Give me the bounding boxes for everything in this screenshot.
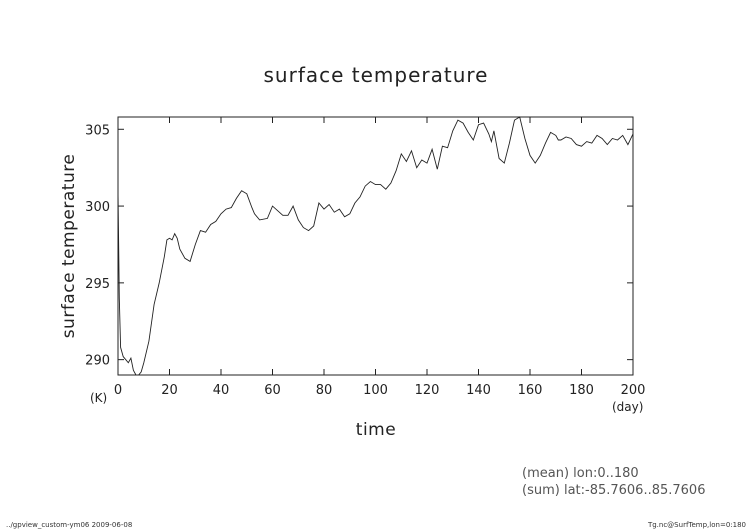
y-tick-label: 295 [85, 277, 110, 292]
x-axis-ticks: 0 20 40 60 80 100 120 140 160 180 200 [114, 117, 646, 398]
y-tick-label: 290 [85, 354, 110, 369]
footer-left: ../gpview_custom-ym06 2009-06-08 [6, 521, 132, 529]
mean-annotation: (mean) lon:0..180 [522, 466, 639, 481]
sum-annotation: (sum) lat:-85.7606..85.7606 [522, 483, 705, 498]
x-tick-label: 140 [466, 383, 491, 398]
x-axis-label: time [356, 420, 396, 440]
x-tick-label: 120 [415, 383, 440, 398]
x-tick-label: 160 [518, 383, 543, 398]
x-tick-label: 60 [264, 383, 281, 398]
y-tick-label: 300 [85, 200, 110, 215]
x-tick-label: 0 [114, 383, 122, 398]
temperature-series-line [117, 116, 634, 376]
chart-title: surface temperature [264, 63, 489, 87]
x-tick-label: 100 [363, 383, 388, 398]
y-unit-label: (K) [90, 391, 107, 405]
y-axis-label: surface temperature [59, 154, 79, 339]
y-axis-ticks: 290 295 300 305 [85, 123, 633, 369]
x-tick-label: 200 [621, 383, 646, 398]
y-tick-label: 305 [85, 123, 110, 138]
x-tick-label: 180 [569, 383, 594, 398]
x-tick-label: 40 [213, 383, 230, 398]
footer-right: Tg.nc@SurfTemp,lon=0:180 [647, 521, 746, 529]
x-tick-label: 20 [161, 383, 178, 398]
x-unit-label: (day) [612, 400, 643, 414]
x-tick-label: 80 [316, 383, 333, 398]
